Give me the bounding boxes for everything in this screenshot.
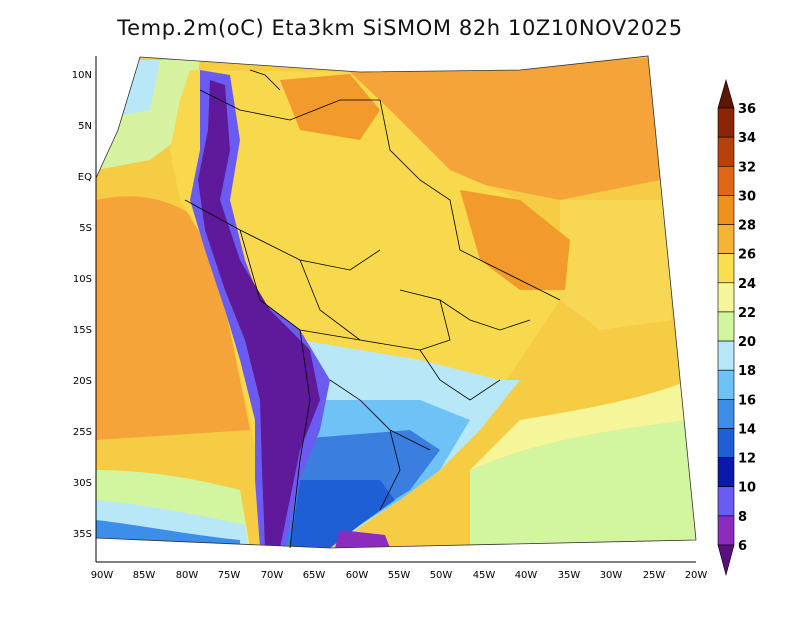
colorbar-label: 10 xyxy=(738,481,756,496)
lat-tick: 5S xyxy=(79,223,92,234)
lon-tick: 75W xyxy=(218,570,241,581)
colorbar-swatch xyxy=(717,311,735,342)
colorbar-swatch xyxy=(717,224,735,254)
colorbar-label: 34 xyxy=(738,131,756,146)
lat-tick: 10S xyxy=(73,274,92,285)
colorbar-swatch xyxy=(717,369,735,400)
lat-tick: 30S xyxy=(73,478,92,489)
colorbar-label: 24 xyxy=(738,277,756,292)
political-borders xyxy=(184,69,561,549)
colorbar-swatch xyxy=(717,195,735,225)
colorbar-label: 6 xyxy=(738,539,747,554)
lat-tick: 10N xyxy=(72,70,92,81)
colorbar-swatch xyxy=(717,486,735,517)
colorbar-swatch xyxy=(717,340,735,371)
colorbar-swatch xyxy=(717,253,735,284)
lon-tick: 20W xyxy=(685,570,708,581)
lon-tick: 30W xyxy=(600,570,623,581)
lon-tick: 60W xyxy=(346,570,369,581)
colorbar-swatch xyxy=(717,136,735,167)
colorbar-swatch xyxy=(717,457,735,488)
lat-tick: EQ xyxy=(78,172,92,183)
lat-axis: 10N 5N EQ 5S 10S 15S 20S 25S 30S 35S xyxy=(72,70,92,540)
colorbar-bottom-triangle xyxy=(717,544,735,577)
lon-tick: 50W xyxy=(430,570,453,581)
lon-tick: 90W xyxy=(91,570,114,581)
lon-tick: 80W xyxy=(176,570,199,581)
colorbar-label: 18 xyxy=(738,364,756,379)
colorbar-swatch xyxy=(717,107,735,138)
lon-tick: 55W xyxy=(388,570,411,581)
lat-tick: 20S xyxy=(73,376,92,387)
lon-tick: 40W xyxy=(515,570,538,581)
axis-ticks xyxy=(95,56,696,563)
lon-tick: 35W xyxy=(558,570,581,581)
lon-tick: 65W xyxy=(303,570,326,581)
colorbar-swatch xyxy=(717,515,735,546)
lon-tick: 25W xyxy=(643,570,666,581)
lon-axis: 90W 85W 80W 75W 70W 65W 60W 55W 50W 45W … xyxy=(91,570,708,581)
colorbar-label: 12 xyxy=(738,452,756,467)
colorbar-label: 28 xyxy=(738,219,756,234)
lon-tick: 45W xyxy=(473,570,496,581)
lon-tick: 85W xyxy=(133,570,156,581)
domain-border xyxy=(95,55,697,549)
colorbar-swatch xyxy=(717,165,735,196)
colorbar-label: 22 xyxy=(738,306,756,321)
lat-tick: 35S xyxy=(73,529,92,540)
colorbar-label: 32 xyxy=(738,160,756,175)
colorbar-label: 26 xyxy=(738,248,756,263)
colorbar-label: 16 xyxy=(738,393,756,408)
colorbar-label: 36 xyxy=(738,102,756,117)
colorbar-label: 14 xyxy=(738,422,756,437)
colorbar-label: 8 xyxy=(738,510,747,525)
colorbar: 36 34 32 30 28 26 24 22 20 18 16 14 12 10 8 6 xyxy=(717,78,756,577)
colorbar-label: 30 xyxy=(738,189,756,204)
lat-tick: 25S xyxy=(73,427,92,438)
lat-tick: 5N xyxy=(78,121,92,132)
map-domain xyxy=(96,56,696,548)
colorbar-swatch xyxy=(717,399,735,429)
map-title: Temp.2m(oC) Eta3km SiSMOM 82h 10Z10NOV20… xyxy=(117,16,683,40)
colorbar-label: 20 xyxy=(738,335,756,350)
colorbar-swatch xyxy=(717,282,735,313)
lon-tick: 70W xyxy=(261,570,284,581)
lat-tick: 15S xyxy=(73,325,92,336)
colorbar-swatch xyxy=(717,428,735,458)
colorbar-top-triangle xyxy=(717,78,735,109)
